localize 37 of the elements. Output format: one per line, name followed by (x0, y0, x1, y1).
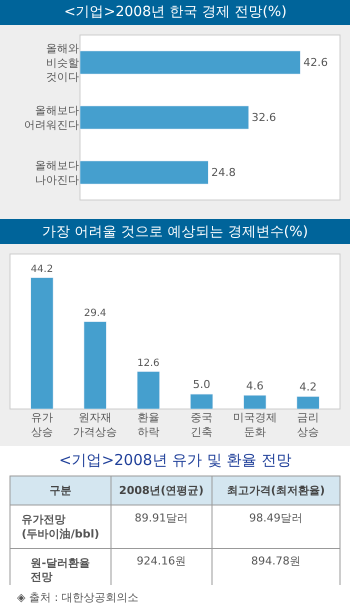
text: 구분 (49, 484, 72, 497)
y-tick-label: 올해보다 나아진다 (35, 159, 79, 186)
text: <기업>2008년 유가 및 환율 전망 (59, 451, 292, 469)
bar (30, 277, 54, 409)
data-label: 4.2 (299, 380, 317, 394)
x-tick-label: 금리 상승 (297, 411, 320, 438)
text: ◈ 출처 : 대한상공회의소 (17, 591, 139, 604)
text: 원-달러환율 전망 (30, 556, 90, 584)
data-label: 4.6 (246, 379, 264, 392)
chart-title: <기업>2008년 한국 경제 전망(%) (64, 4, 287, 20)
data-label: 5.0 (192, 378, 210, 392)
data-label: 44.2 (30, 264, 54, 275)
x-tick-label: 유가 상승 (30, 411, 53, 438)
data-label: 24.8 (211, 166, 236, 179)
chart-title: 가장 어려울 것으로 예상되는 경제변수(%) (42, 224, 308, 240)
data-label: 32.6 (252, 111, 276, 124)
text: 유가전망 (두바이油/bbl) (22, 513, 100, 540)
y-tick-label: 올해와 비슷할 것이다 (46, 42, 79, 84)
bar (243, 395, 266, 409)
bar (84, 321, 107, 409)
bar (136, 371, 160, 409)
text: 924.16원 (136, 554, 186, 568)
data-label: 12.6 (137, 358, 160, 369)
data-label: 29.4 (84, 308, 106, 319)
text: 최고가격(최저환율) (226, 484, 325, 497)
x-tick-label: 미국경제 둔화 (232, 411, 277, 438)
text: 89.91달러 (134, 511, 188, 524)
x-tick-label: 원자재 가격상승 (73, 411, 118, 438)
bar (190, 394, 214, 409)
data-label: 42.6 (303, 56, 328, 69)
y-tick-label: 올해보다 어려워진다 (24, 104, 79, 132)
text: 894.78원 (251, 554, 301, 568)
x-tick-label: 환율 하락 (137, 411, 160, 438)
bar (296, 396, 320, 409)
text: 2008년(연평균) (119, 484, 204, 497)
text: 98.49달러 (249, 511, 303, 524)
x-tick-label: 중국 긴축 (190, 411, 213, 438)
